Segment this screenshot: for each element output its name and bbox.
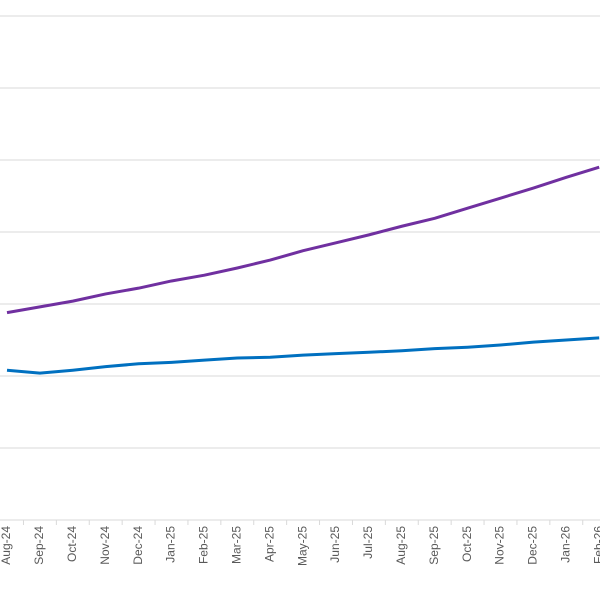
x-tick-label: Aug-25 bbox=[394, 526, 408, 565]
x-tick-label: Feb-25 bbox=[197, 526, 211, 564]
x-tick-label: Aug-24 bbox=[0, 526, 13, 565]
x-tick-label: Dec-24 bbox=[131, 526, 145, 565]
x-tick-label: Dec-25 bbox=[526, 526, 540, 565]
x-tick-label: Apr-25 bbox=[262, 526, 276, 562]
x-tick-label: Nov-24 bbox=[98, 526, 112, 565]
x-tick-label: May-25 bbox=[295, 526, 309, 566]
x-tick-label: Jun-25 bbox=[328, 526, 342, 563]
x-tick-label: Jan-25 bbox=[164, 526, 178, 563]
x-tick-label: Oct-24 bbox=[65, 526, 79, 562]
x-tick-label: Mar-25 bbox=[229, 526, 243, 564]
x-tick-label: Sep-25 bbox=[427, 526, 441, 565]
x-tick-label: Nov-25 bbox=[493, 526, 507, 565]
series-line bbox=[6, 165, 600, 315]
x-tick-label: Oct-25 bbox=[460, 526, 474, 562]
x-tick-label: Jul-25 bbox=[361, 526, 375, 559]
x-tick-label: Jan-26 bbox=[558, 526, 572, 563]
x-tick-label: Sep-24 bbox=[32, 526, 46, 565]
series-line bbox=[6, 336, 600, 375]
x-tick-label: Feb-26 bbox=[591, 526, 600, 564]
